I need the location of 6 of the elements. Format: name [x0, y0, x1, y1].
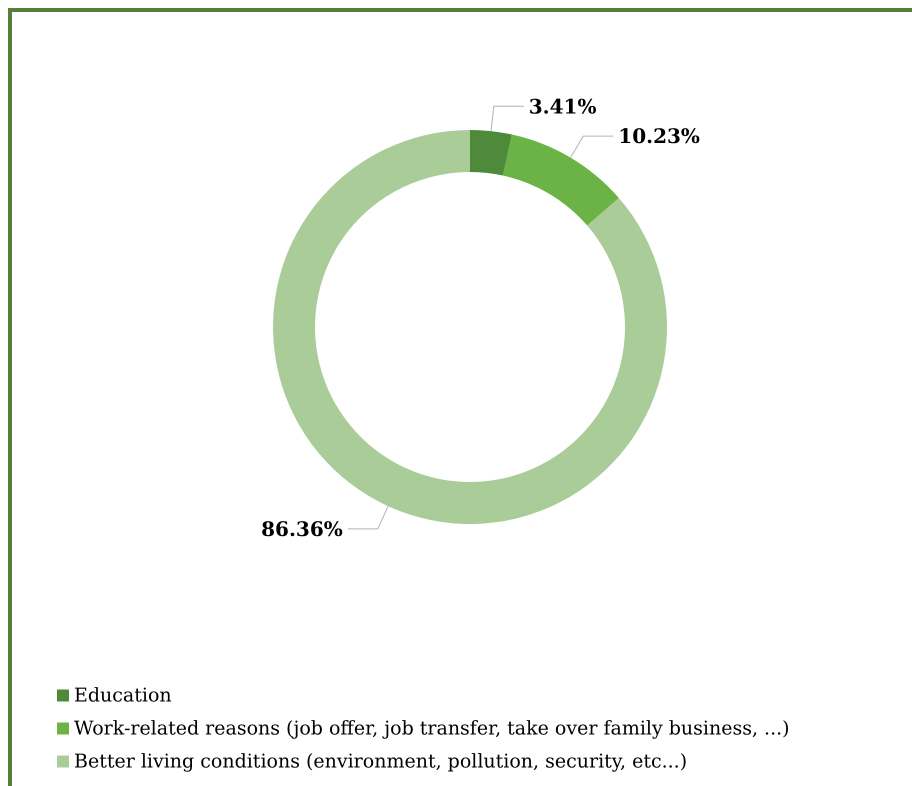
legend-label: Better living conditions (environment, pollution, security, etc...): [74, 750, 688, 772]
data-label: 86.36%: [261, 516, 343, 541]
data-label: 10.23%: [618, 124, 700, 148]
data-label: 3.41%: [528, 94, 596, 118]
legend-label: Education: [74, 684, 172, 706]
legend-label: Work-related reasons (job offer, job transfer, take over family business, ...): [74, 718, 790, 740]
